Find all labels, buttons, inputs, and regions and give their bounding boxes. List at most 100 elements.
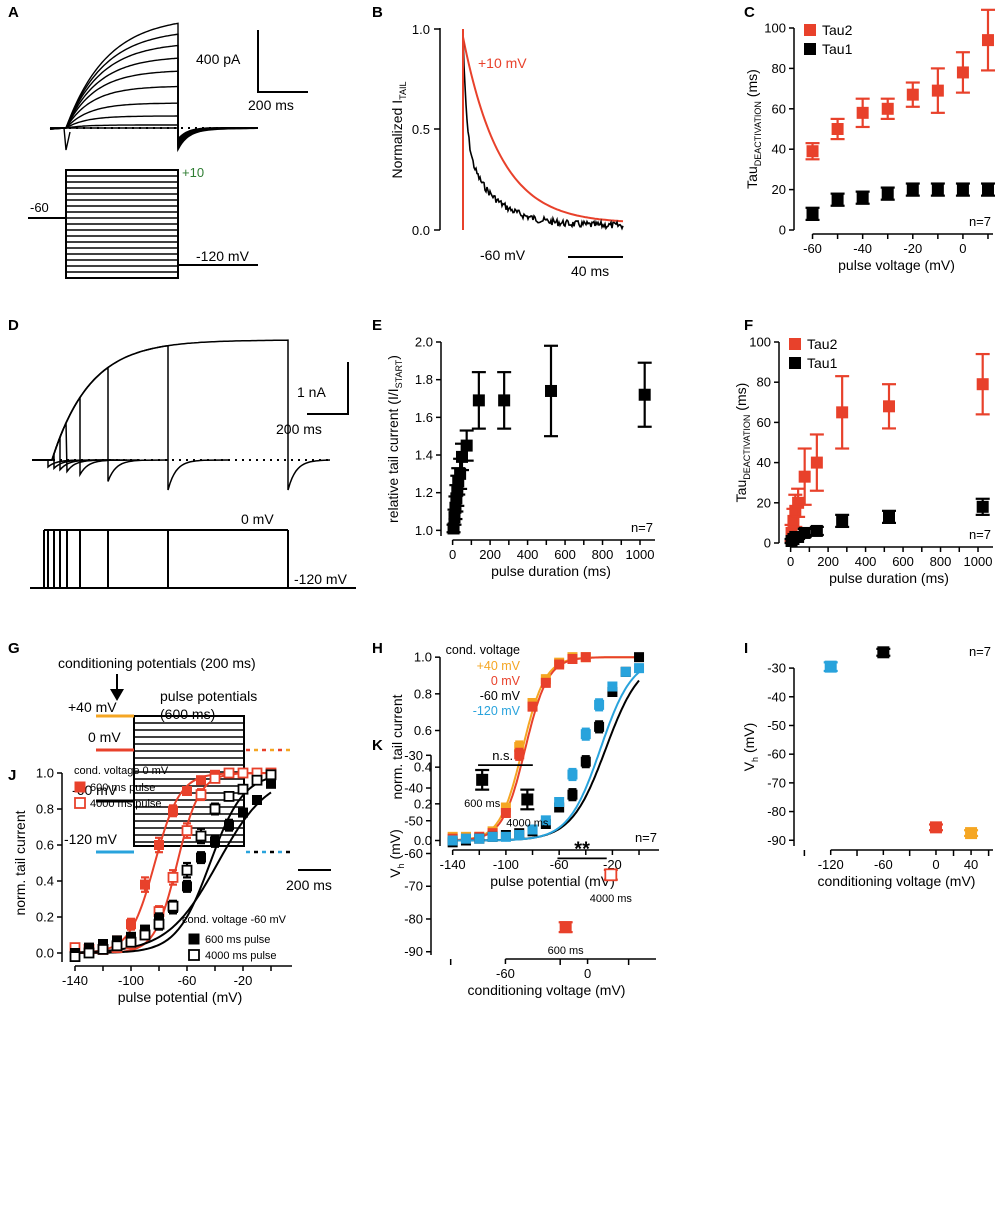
protocol-d	[30, 529, 356, 589]
data-point	[877, 646, 890, 659]
scale-time-g: 200 ms	[286, 877, 332, 893]
legend-label: 600 ms pulse	[90, 782, 155, 794]
x-tick-label: -20	[603, 857, 622, 872]
x-tick-label: -60	[803, 241, 822, 256]
x-axis-title: conditioning voltage (mV)	[468, 982, 626, 998]
data-point	[620, 666, 631, 677]
data-point	[223, 791, 235, 802]
y-axis-title-main: Tau	[744, 166, 760, 189]
data-point	[223, 767, 235, 779]
panel-label-k: K	[372, 737, 383, 754]
y-tick-label: -40	[767, 689, 786, 704]
data-point	[831, 123, 844, 135]
data-point	[594, 721, 605, 732]
scale-time-a: 200 ms	[248, 97, 294, 113]
legend-marker	[188, 933, 200, 945]
y-tick-label: -80	[767, 804, 786, 819]
pulse-duration-g: (600 ms)	[160, 706, 215, 722]
n-label: n=7	[969, 527, 991, 542]
y-tick-label: -40	[404, 781, 423, 796]
data-point	[956, 183, 969, 196]
panel-label-f: F	[744, 317, 753, 334]
legend-title-top: cond. voltage 0 mV	[74, 765, 169, 777]
data-point	[476, 773, 489, 786]
data-point	[454, 467, 467, 480]
data-point	[554, 659, 565, 670]
y-tick-label: -80	[404, 911, 423, 926]
data-point	[881, 187, 894, 200]
data-point	[153, 918, 165, 930]
y-tick-label: -90	[404, 944, 423, 959]
x-tick-label: 400	[855, 554, 877, 569]
data-point	[792, 496, 805, 509]
point-label: 4000 ms	[506, 817, 549, 829]
y-axis-title-main: norm. tail current	[389, 694, 405, 799]
panel-label-b: B	[372, 4, 383, 21]
legend-label: +40 mV	[477, 659, 521, 673]
data-point	[883, 510, 895, 523]
x-tick-label: -20	[903, 241, 922, 256]
y-tick-label: 40	[757, 455, 771, 470]
x-tick-label: 200	[817, 554, 839, 569]
legend-label: Tau2	[822, 22, 853, 38]
y-tick-label: 20	[772, 182, 786, 197]
data-point	[514, 830, 525, 840]
y-tick-label: -70	[767, 775, 786, 790]
y-axis-title-text: norm. tail current	[389, 694, 405, 799]
panel-label-h: H	[372, 640, 383, 657]
y-tick-label: 20	[757, 495, 771, 510]
v40-label-g: +40 mV	[68, 699, 117, 715]
y-axis-title-unit: (mV)	[387, 829, 403, 863]
legend-label: 4000 ms pulse	[90, 798, 162, 810]
data-point	[831, 193, 844, 206]
traces-d	[32, 339, 331, 491]
y-tick-label: -30	[404, 748, 423, 763]
data-point	[607, 681, 618, 692]
svg-text:Normalized ITAIL: Normalized ITAIL	[389, 82, 408, 179]
y-tick-label: 0	[764, 536, 771, 551]
data-point	[196, 852, 206, 863]
protocol-top-voltage-a: +10	[182, 165, 204, 180]
y-tick-label: -60	[767, 747, 786, 762]
y-axis-title-main: relative tail current (I/I	[385, 388, 401, 523]
y-tick-label: 1.6	[415, 410, 433, 425]
data-point	[906, 183, 919, 196]
data-point	[181, 864, 193, 876]
data-point	[140, 879, 150, 890]
charts: C 0 20 40 60 80 100 -60 -40 -20 0 pulse voltage (mV…	[8, 4, 995, 1005]
protocol-a	[28, 169, 258, 279]
legend-label: Tau2	[807, 336, 838, 352]
legend-label: 600 ms pulse	[205, 934, 270, 946]
y-axis-title-main: Tau	[733, 480, 749, 503]
x-axis-title: pulse duration (ms)	[491, 563, 611, 579]
data-point	[806, 145, 819, 158]
data-point	[447, 835, 458, 846]
y-axis-title-sub: h	[396, 863, 406, 868]
x-tick-label: -60	[496, 966, 515, 981]
chart-panel-c: C 0 20 40 60 80 100 -60 -40 -20 0 pulse voltage (mV…	[744, 4, 995, 273]
y-axis-title: TauDEACTIVATION (ms)	[744, 69, 763, 189]
data-point	[83, 947, 95, 959]
panel-label-j: J	[8, 767, 16, 784]
data-point	[567, 769, 578, 780]
x-tick-label: 600	[892, 554, 914, 569]
y-axis-title-unit: )	[385, 355, 401, 360]
data-point	[500, 808, 511, 818]
current-trace-a	[50, 22, 258, 153]
y-title-b: Normalized I	[389, 100, 405, 179]
data-point	[527, 701, 538, 712]
data-point	[580, 652, 591, 663]
y-tick-label: -50	[767, 718, 786, 733]
x-tick-label: 0	[959, 241, 966, 256]
scale-bar-a	[257, 30, 308, 93]
x-tick-label: 0	[584, 966, 591, 981]
x-tick-label: 0	[449, 547, 456, 562]
n-label: n=7	[969, 644, 991, 659]
legend-label: -120 mV	[473, 704, 521, 718]
data-point	[554, 797, 565, 807]
y-tick-label: 2.0	[415, 335, 433, 350]
y-tick-label: -70	[404, 879, 423, 894]
x-tick-label: 40	[964, 857, 978, 872]
data-point	[154, 840, 164, 850]
